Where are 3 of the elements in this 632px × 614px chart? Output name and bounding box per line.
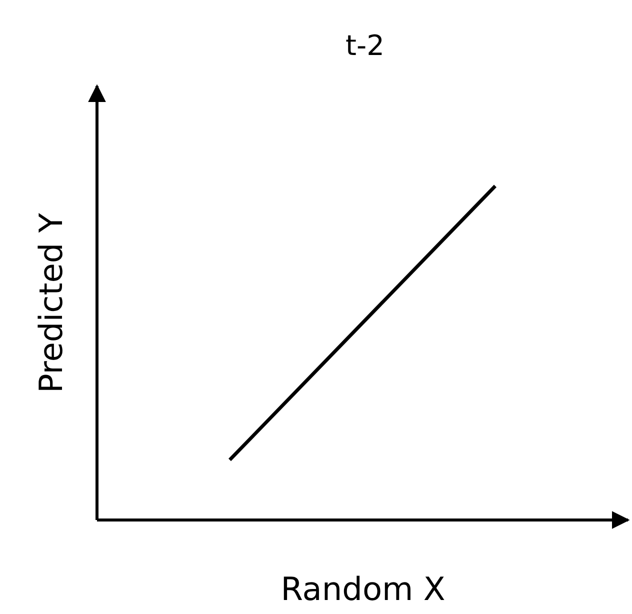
y-axis-title: Predicted Y (32, 212, 70, 393)
chart-title: t-2 (346, 29, 384, 62)
x-axis-title: Random X (280, 570, 446, 608)
